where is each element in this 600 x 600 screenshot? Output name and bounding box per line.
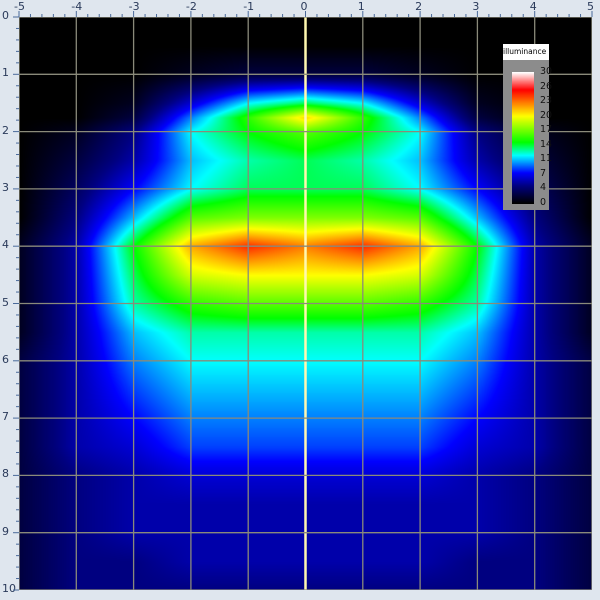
y-tick-label: 1 [2,66,9,80]
colorbar-tick-label: 0 [540,197,547,208]
colorbar-gradient [512,72,534,204]
x-tick-label: -1 [243,0,255,13]
y-tick-label: 6 [2,352,9,366]
x-tick-label: 2 [415,0,423,13]
y-tick-label: 3 [2,180,9,194]
y-tick-label: 9 [2,524,9,538]
colorbar-tick-label: 4 [540,182,547,194]
x-tick-label: -3 [128,0,140,13]
x-tick-label: 4 [529,0,537,13]
colorbar-tick-label: 23 [540,95,553,107]
y-tick-label: 5 [2,295,9,309]
x-tick-label: -2 [185,0,197,13]
y-tick-label: 2 [2,123,9,137]
y-tick-label: 8 [2,467,9,481]
x-tick-label: -5 [14,0,25,13]
colorbar-tick-label: 30 [540,66,553,77]
colorbar-title: illuminance (lx) [503,44,561,60]
x-tick-label: 1 [357,0,365,13]
x-tick-label: 3 [472,0,480,13]
colorbar-tick-label: 17 [540,124,553,136]
colorbar-tick-label: 7 [540,167,547,179]
y-tick-label: 0 [2,9,9,22]
y-tick-label: 4 [2,238,9,252]
y-tick-label: 7 [2,410,9,424]
colorbar-tick-label: 11 [540,153,553,165]
colorbar-tick-label: 20 [540,109,553,121]
colorbar-legend: illuminance (lx) 30 26 23 20 17 14 11 7 4 0 [503,44,561,210]
x-tick-label: 5 [587,0,594,13]
colorbar-tick-label: 26 [540,80,553,92]
colorbar-tick-label: 14 [540,138,553,150]
y-tick-label: 10 [2,582,16,595]
x-tick-label: -4 [71,0,83,13]
x-tick-label: 0 [300,0,308,13]
